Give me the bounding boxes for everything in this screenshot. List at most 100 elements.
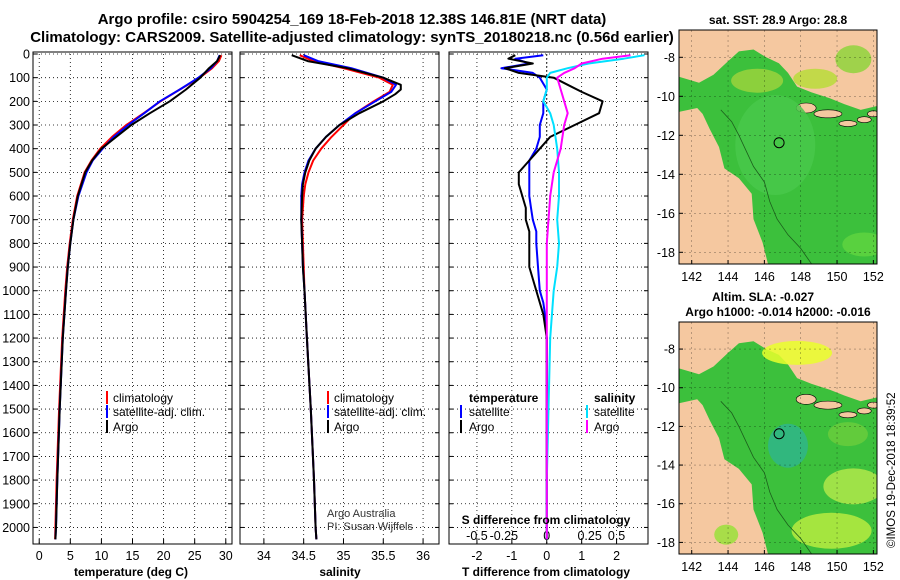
depth-tick-label: 900 — [9, 261, 30, 275]
x-tick-label: 35 — [337, 549, 351, 563]
map-x-tick-label: 146 — [754, 560, 775, 574]
temperature-xlabel: temperature (deg C) — [74, 565, 188, 579]
depth-tick-label: 500 — [9, 166, 30, 180]
depth-tick-label: 1000 — [2, 284, 30, 298]
diff-legend-salinity-title: salinity — [594, 391, 636, 405]
figure-title-line2: Climatology: CARS2009. Satellite-adjuste… — [30, 29, 674, 46]
legend-argo: Argo — [113, 420, 139, 434]
map-x-tick-label: 152 — [863, 270, 884, 284]
island — [856, 116, 872, 123]
depth-tick-label: 1400 — [2, 379, 30, 393]
depth-tick-label: 1300 — [2, 355, 30, 369]
sla-map: 142 144 146 148 150 152 -8 -10 -12 -14 -16 -18 — [657, 321, 884, 574]
field-anomaly — [823, 468, 877, 505]
sal-legend-climatology: climatology — [334, 391, 394, 405]
diff-legend-temperature-title: temperature — [469, 391, 539, 405]
plot-frame — [239, 51, 440, 545]
field-anomaly — [762, 340, 833, 365]
depth-tick-label: 0 — [23, 48, 30, 62]
map-y-tick-label: -16 — [657, 207, 675, 221]
sal-legend-argo: Argo — [334, 420, 360, 434]
map-y-tick-label: -8 — [664, 51, 675, 65]
map-x-tick-label: 144 — [718, 270, 739, 284]
depth-tick-label: 400 — [9, 142, 30, 156]
depth-tick-label: 1700 — [2, 450, 30, 464]
depth-tick-label: 600 — [9, 190, 30, 204]
s-tick-label: -0.25 — [490, 529, 519, 543]
island — [813, 109, 843, 119]
diff-legend-s-satellite: satellite — [594, 405, 635, 419]
field-anomaly — [827, 422, 868, 447]
series-group — [291, 54, 402, 540]
depth-tick-label: 1500 — [2, 403, 30, 417]
x-tick-label: 30 — [219, 549, 233, 563]
x-tick-label: 0 — [543, 549, 550, 563]
diff-legend-t-argo: Argo — [469, 420, 495, 434]
credit-argo-australia: Argo Australia — [327, 508, 396, 520]
x-tick-label: 10 — [94, 549, 108, 563]
map-y-tick-label: -14 — [657, 459, 675, 473]
depth-tick-label: 2000 — [2, 521, 30, 535]
series-argo — [54, 54, 222, 540]
salinity-xlabel: salinity — [319, 565, 361, 579]
x-tick-label: 34.5 — [292, 549, 316, 563]
island — [838, 411, 858, 419]
depth-tick-label: 1100 — [3, 308, 30, 322]
map-y-tick-label: -18 — [657, 246, 675, 260]
field-anomaly — [791, 512, 872, 549]
x-tick-label: -1 — [506, 549, 517, 563]
depth-tick-label: 200 — [9, 95, 30, 109]
plot-frame — [448, 51, 649, 545]
sla-map-title: Altim. SLA: -0.027 — [712, 290, 814, 304]
series-argo — [291, 54, 402, 540]
x-tick-label: 36 — [416, 549, 430, 563]
sal-legend-satellite: satellite-adj. clim. — [334, 405, 426, 419]
field-anomaly — [842, 232, 877, 257]
bathymetry-contour — [720, 109, 812, 264]
sst-map: 142 144 146 148 150 152 -8 -10 -12 -14 -16 -18 — [657, 29, 884, 284]
salinity-legend: climatology satellite-adj. clim. Argo — [327, 391, 426, 434]
x-tick-label: 15 — [126, 549, 140, 563]
map-x-tick-label: 150 — [827, 560, 848, 574]
map-y-tick-label: -16 — [657, 497, 675, 511]
diff-legend-t-satellite: satellite — [469, 405, 510, 419]
s-tick-label: 0.25 — [577, 529, 601, 543]
x-tick-label: 34 — [257, 549, 271, 563]
x-tick-label: 1 — [578, 549, 585, 563]
x-tick-label: 2 — [613, 549, 620, 563]
legend-climatology: climatology — [113, 391, 173, 405]
field-anomaly — [731, 68, 784, 93]
bathymetry-contour — [720, 401, 812, 554]
series-salinity-argo — [545, 54, 631, 540]
field-anomaly — [767, 423, 808, 468]
series-group — [54, 54, 223, 540]
map-field — [679, 30, 877, 264]
difference-panel: -2 -1 0 1 2-0.5 -0.25 0 0.25 0.5 — [448, 51, 649, 563]
island — [795, 394, 817, 405]
temperature-legend: climatology satellite-adj. clim. Argo — [106, 391, 205, 434]
island — [856, 407, 872, 415]
depth-tick-label: 1600 — [2, 426, 30, 440]
map-y-tick-label: -10 — [657, 90, 675, 104]
s-tick-label: -0.5 — [466, 529, 488, 543]
map-y-tick-label: -12 — [657, 129, 675, 143]
map-x-tick-label: 150 — [827, 270, 848, 284]
x-tick-label: -2 — [471, 549, 482, 563]
map-x-tick-label: 142 — [681, 270, 702, 284]
island — [813, 400, 843, 410]
depth-tick-label: 800 — [9, 237, 30, 251]
x-tick-label: 25 — [188, 549, 202, 563]
sla-map-subtitle: Argo h1000: -0.014 h2000: -0.016 — [685, 305, 871, 319]
field-anomaly — [714, 524, 739, 545]
map-x-tick-label: 142 — [681, 560, 702, 574]
map-y-tick-label: -18 — [657, 536, 675, 550]
map-field — [679, 322, 877, 554]
float-position-marker — [773, 428, 785, 440]
credit-pi: PI: Susan Wijffels — [327, 521, 413, 533]
map-x-tick-label: 144 — [718, 560, 739, 574]
field-anomaly — [735, 95, 816, 196]
series-group — [500, 54, 645, 540]
figure-title-line1: Argo profile: csiro 5904254_169 18-Feb-2… — [98, 11, 607, 28]
difference-top-xlabel: S difference from climatology — [462, 513, 631, 527]
